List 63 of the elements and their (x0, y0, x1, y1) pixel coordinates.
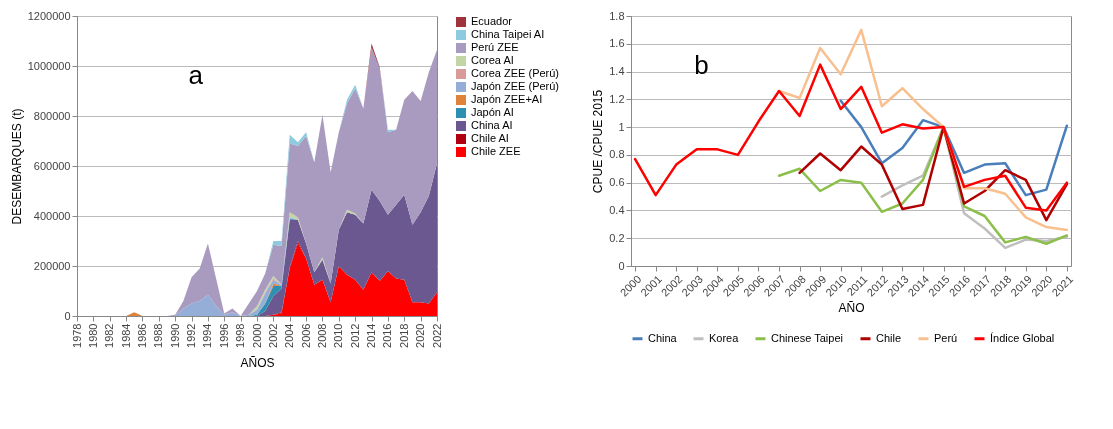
legend-label: China (648, 331, 678, 344)
x-axis-title: AÑO (838, 300, 865, 315)
legend-label: China Taipei AI (471, 28, 545, 40)
y-tick-label: 1 (618, 120, 625, 133)
legend-label: Corea AI (471, 54, 514, 66)
y-tick-label: 600000 (33, 159, 71, 172)
legend-label: Chile AI (471, 132, 509, 144)
x-tick-label: 1994 (201, 323, 214, 348)
x-tick-label: 1996 (217, 323, 230, 348)
x-tick-label: 2012 (348, 323, 361, 348)
y-tick-label: 0.2 (609, 231, 625, 244)
legend-label: Japón ZEE+AI (471, 93, 543, 105)
x-tick-label: 1984 (119, 323, 132, 348)
annotation: b (694, 50, 709, 80)
y-tick-label: 0.8 (609, 148, 625, 161)
legend-label: Ecuador (471, 15, 513, 27)
x-tick-label: 2008 (315, 323, 328, 348)
x-tick-label: 2010 (332, 323, 345, 348)
annotation: a (188, 60, 204, 90)
x-tick-label: 1992 (185, 323, 198, 348)
x-tick-label: 2016 (381, 323, 394, 348)
x-tick-label: 1982 (103, 323, 116, 348)
y-tick-label: 1.8 (609, 9, 625, 22)
y-axis-title: CPUE /CPUE 2015 (591, 89, 606, 194)
y-tick-label: 0.4 (609, 203, 625, 216)
y-tick-label: 1000000 (27, 59, 71, 72)
x-tick-label: 1986 (135, 323, 148, 348)
x-tick-label: 1988 (152, 323, 165, 348)
legend-label: Corea ZEE (Perú) (471, 67, 560, 79)
x-tick-label: 2002 (266, 323, 279, 348)
y-axis-title: DESEMBARQUES (t) (9, 108, 24, 225)
legend-label: Índice Global (990, 331, 1055, 344)
y-tick-label: 1.6 (609, 37, 625, 50)
y-tick-label: 200000 (33, 259, 71, 272)
x-tick-label: 1980 (86, 323, 99, 348)
y-tick-label: 400000 (33, 209, 71, 222)
legend-label: China AI (471, 119, 513, 131)
y-tick-label: 1.4 (609, 65, 625, 78)
x-tick-label: 2018 (397, 323, 410, 348)
x-tick-label: 1978 (70, 323, 83, 348)
y-tick-label: 1200000 (27, 9, 71, 22)
y-tick-label: 800000 (33, 109, 71, 122)
y-tick-label: 0 (618, 259, 625, 272)
x-tick-label: 1990 (168, 323, 181, 348)
legend-label: Chile ZEE (471, 145, 521, 157)
x-tick-label: 2004 (283, 323, 296, 348)
legend-label: Korea (709, 331, 740, 344)
x-tick-label: 2006 (299, 323, 312, 348)
legend-label: Japón ZEE (Perú) (471, 80, 560, 92)
x-tick-label: 2022 (430, 323, 443, 348)
legend-label: Chile (876, 331, 902, 344)
x-axis-title: AÑOS (240, 355, 275, 370)
y-tick-label: 0.6 (609, 176, 625, 189)
legend-label: Chinese Taipei (771, 331, 843, 344)
x-tick-label: 2000 (250, 323, 263, 348)
x-tick-label: 1998 (234, 323, 247, 348)
x-tick-label: 2014 (365, 323, 378, 348)
legend-label: Japón AI (471, 106, 514, 118)
x-tick-label: 2020 (414, 323, 427, 348)
y-tick-label: 1.2 (609, 92, 625, 105)
y-tick-label: 0 (64, 309, 71, 322)
legend-label: Perú (934, 331, 958, 344)
legend-label: Perú ZEE (471, 41, 519, 53)
